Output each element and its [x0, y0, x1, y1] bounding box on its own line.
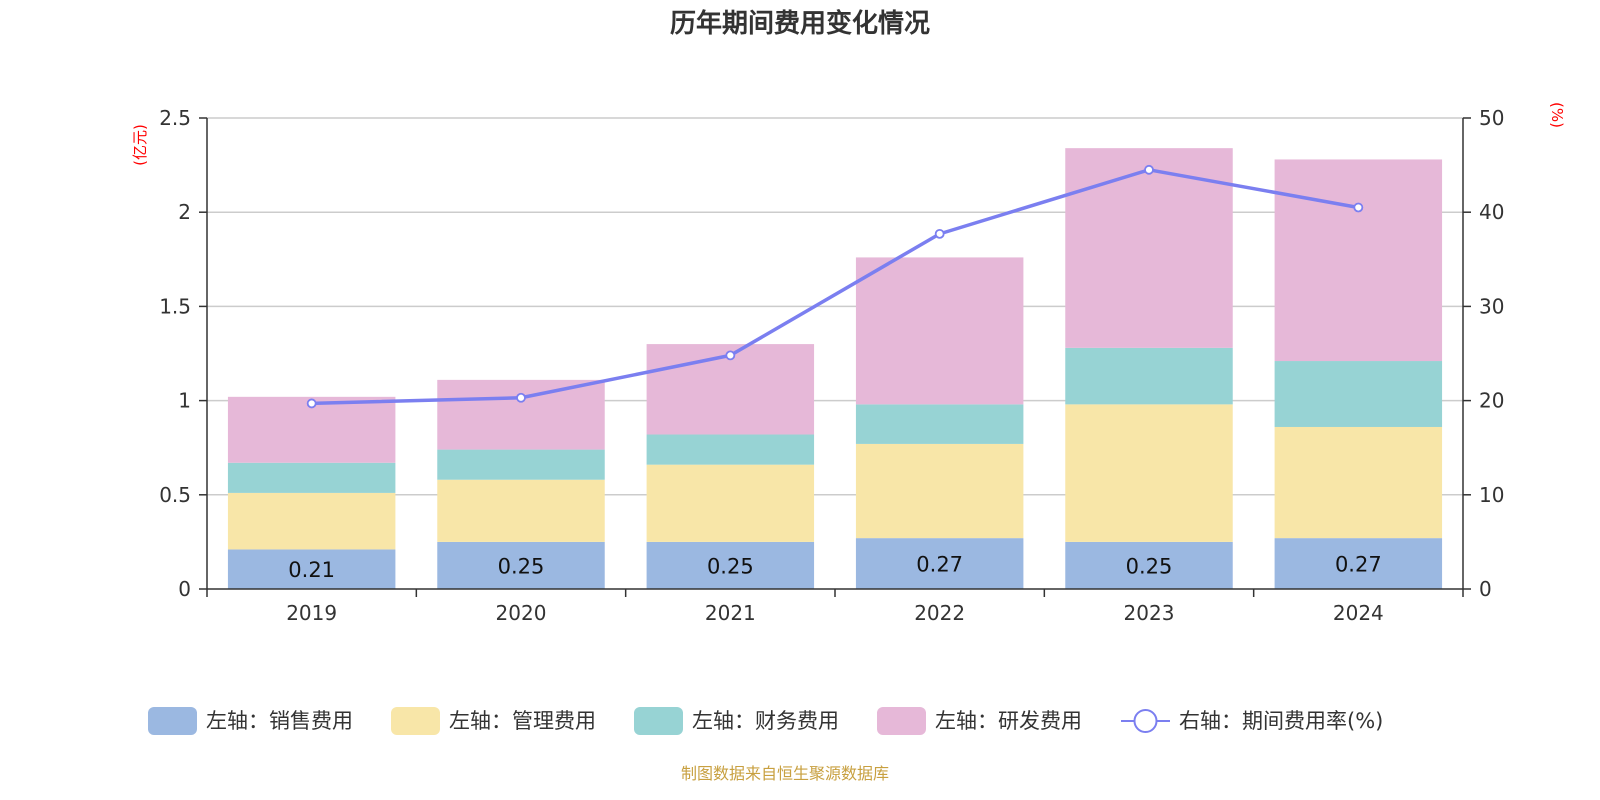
x-axis-tick-label: 2019 [286, 601, 337, 625]
bar-segment [855, 538, 1024, 589]
left-axis-tick-label: 0.5 [159, 483, 191, 507]
legend-swatch [877, 707, 926, 735]
legend-item: 左轴：研发费用 [877, 707, 1082, 735]
legend-item: 左轴：财务费用 [634, 707, 839, 735]
legend-label: 右轴：期间费用率(%) [1179, 709, 1383, 733]
legend-marker [1133, 709, 1158, 733]
bar-segment [227, 462, 396, 493]
legend-label: 左轴：管理费用 [449, 709, 596, 733]
x-axis-tick-label: 2020 [496, 601, 547, 625]
line-point [306, 398, 317, 409]
chart-title: 历年期间费用变化情况 [670, 8, 930, 39]
line-point [1144, 164, 1154, 175]
bar-segment [646, 434, 815, 465]
bar-segment [1274, 426, 1443, 539]
left-axis-tick-label: 1 [178, 389, 191, 413]
legend-item: 左轴：管理费用 [391, 707, 596, 735]
left-axis-unit-label: (亿元) [131, 124, 149, 166]
left-axis-tick-label: 2.5 [159, 106, 191, 130]
right-axis-tick-label: 50 [1479, 106, 1504, 130]
left-axis-tick-label: 2 [178, 200, 191, 224]
right-axis-tick-label: 30 [1479, 294, 1504, 318]
x-axis-tick-label: 2024 [1333, 601, 1384, 625]
x-axis-tick-label: 2021 [705, 601, 756, 625]
line-point [725, 350, 736, 361]
legend-swatch [634, 707, 683, 735]
bar-data-label: 0.27 [1335, 553, 1382, 577]
bar-segment [437, 449, 605, 480]
legend-item: 右轴：期间费用率(%) [1121, 709, 1383, 733]
x-axis-tick-label: 2023 [1124, 601, 1175, 625]
bar-segment [855, 257, 1024, 405]
line-point [1353, 202, 1364, 213]
bar-segment [1274, 361, 1443, 427]
bar-data-label: 0.25 [707, 554, 754, 578]
legend-swatch [148, 707, 197, 735]
line-path [311, 168, 1359, 406]
legend-swatch [391, 707, 440, 735]
line-point [516, 392, 526, 403]
bar-segment [1274, 159, 1443, 362]
source-note: 制图数据来自恒生聚源数据库 [681, 764, 889, 783]
legend-item: 左轴：销售费用 [148, 707, 353, 735]
bar-data-label: 0.25 [1126, 554, 1173, 578]
bar-segment [227, 549, 396, 589]
legend-label: 左轴：财务费用 [692, 709, 839, 733]
bar-segment [1065, 404, 1233, 542]
bar-segment [1065, 347, 1233, 405]
left-axis-tick-label: 0 [178, 577, 191, 601]
bar-segment [646, 541, 815, 589]
bar-data-label: 0.25 [498, 554, 545, 578]
bar-segment [646, 464, 815, 542]
bar-segment [1065, 541, 1233, 589]
line-point [934, 228, 945, 239]
legend-label: 左轴：销售费用 [206, 709, 353, 733]
right-axis-tick-label: 0 [1479, 577, 1492, 601]
legend-label: 左轴：研发费用 [935, 709, 1082, 733]
right-axis-tick-label: 20 [1479, 389, 1504, 413]
bars [227, 148, 1443, 589]
line-series [306, 164, 1364, 409]
axes: 0 0.5 1 1.5 2 2.5 0 10 20 30 40 50 2019 2020 2021 2022 2… [159, 106, 1504, 625]
right-axis-tick-label: 40 [1479, 200, 1504, 224]
bar-segment [437, 479, 605, 542]
bar-segment [227, 492, 396, 550]
bar-segment [855, 443, 1024, 539]
bar-segment [855, 404, 1024, 444]
x-axis-tick-label: 2022 [914, 601, 965, 625]
right-axis-unit-label: (%) [1548, 102, 1566, 128]
bar-segment [1065, 148, 1233, 348]
legend: 左轴：销售费用 左轴：管理费用 左轴：财务费用 左轴：研发费用 右轴：期间费用率(%) [148, 707, 1383, 735]
left-axis-tick-label: 1.5 [159, 294, 191, 318]
data-labels: 0.21 0.25 0.25 0.27 0.25 0.27 [288, 553, 1381, 583]
right-axis-tick-label: 10 [1479, 483, 1504, 507]
bar-segment [437, 379, 605, 450]
bar-data-label: 0.27 [916, 553, 963, 577]
bar-segment [1274, 538, 1443, 589]
bar-segment [437, 541, 605, 589]
bar-data-label: 0.21 [288, 558, 335, 582]
